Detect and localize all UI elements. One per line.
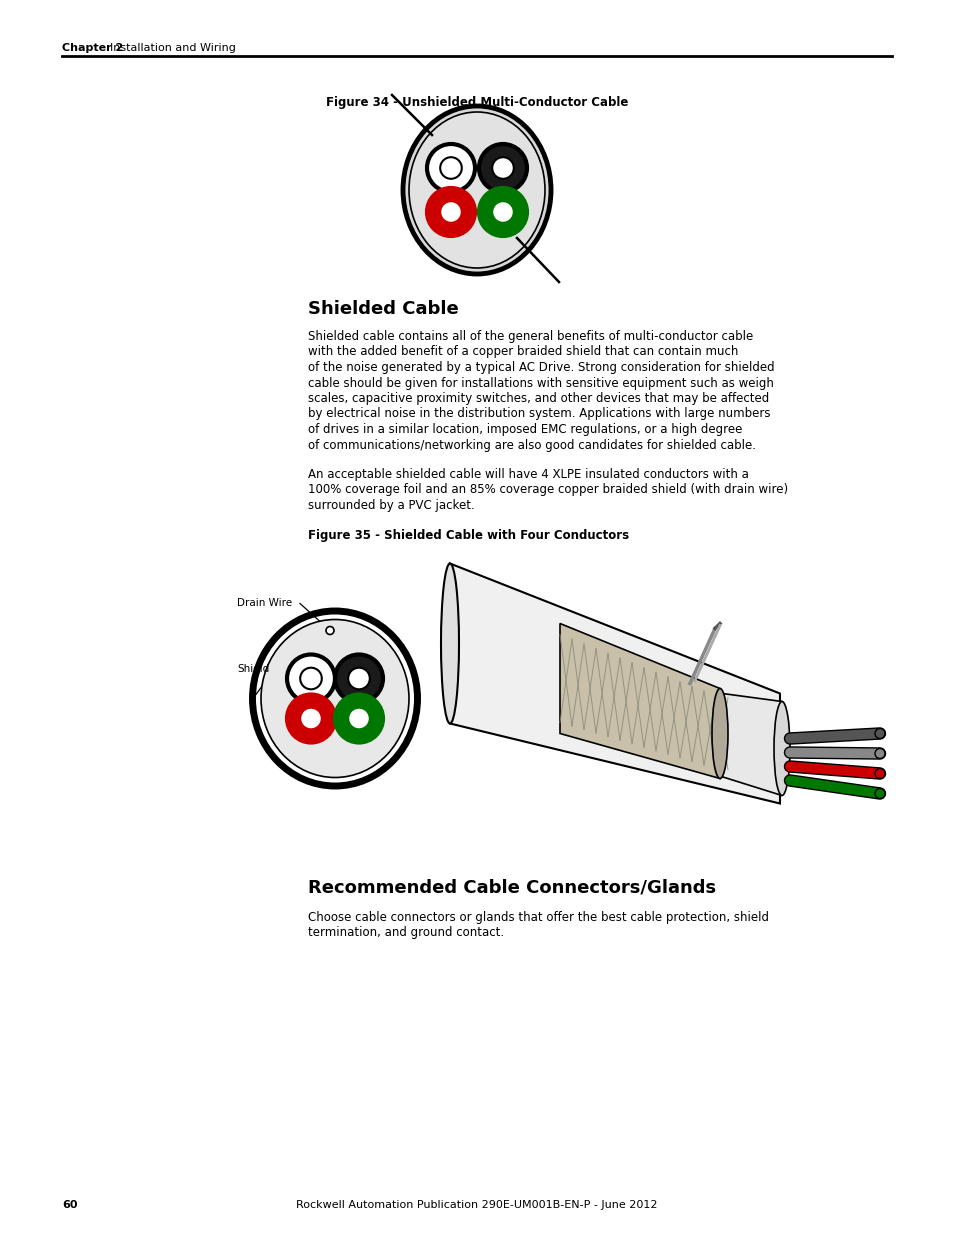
Ellipse shape (874, 768, 884, 778)
Text: An acceptable shielded cable will have 4 XLPE insulated conductors with a: An acceptable shielded cable will have 4… (308, 468, 748, 480)
Text: Rockwell Automation Publication 290E-UM001B-EN-P - June 2012: Rockwell Automation Publication 290E-UM0… (296, 1200, 657, 1210)
Ellipse shape (409, 112, 544, 268)
Text: of the noise generated by a typical AC Drive. Strong consideration for shielded: of the noise generated by a typical AC D… (308, 361, 774, 374)
Text: Recommended Cable Connectors/Glands: Recommended Cable Connectors/Glands (308, 878, 716, 897)
Text: with the added benefit of a copper braided shield that can contain much: with the added benefit of a copper braid… (308, 346, 738, 358)
Text: cable should be given for installations with sensitive equipment such as weigh: cable should be given for installations … (308, 377, 773, 389)
Ellipse shape (253, 611, 417, 785)
Ellipse shape (287, 655, 335, 703)
Text: Chapter 2: Chapter 2 (62, 43, 123, 53)
Ellipse shape (478, 144, 526, 191)
Polygon shape (714, 693, 781, 795)
Text: surrounded by a PVC jacket.: surrounded by a PVC jacket. (308, 499, 475, 513)
Ellipse shape (300, 708, 321, 730)
Ellipse shape (874, 729, 884, 739)
Text: of communications/networking are also good candidates for shielded cable.: of communications/networking are also go… (308, 438, 755, 452)
Text: Drain Wire: Drain Wire (236, 599, 292, 609)
Ellipse shape (287, 694, 335, 742)
Text: of drives in a similar location, imposed EMC regulations, or a high degree: of drives in a similar location, imposed… (308, 424, 741, 436)
Text: Figure 34 - Unshielded Multi-Conductor Cable: Figure 34 - Unshielded Multi-Conductor C… (326, 96, 627, 109)
Ellipse shape (874, 748, 884, 758)
Ellipse shape (439, 157, 461, 179)
Text: 100% coverage foil and an 85% coverage copper braided shield (with drain wire): 100% coverage foil and an 85% coverage c… (308, 483, 787, 496)
Ellipse shape (492, 201, 514, 222)
Text: Figure 35 - Shielded Cable with Four Conductors: Figure 35 - Shielded Cable with Four Con… (308, 529, 628, 541)
Text: Shield: Shield (236, 663, 269, 673)
Text: Choose cable connectors or glands that offer the best cable protection, shield: Choose cable connectors or glands that o… (308, 910, 768, 924)
Text: Shielded cable contains all of the general benefits of multi-conductor cable: Shielded cable contains all of the gener… (308, 330, 753, 343)
Ellipse shape (261, 620, 409, 778)
Ellipse shape (874, 788, 884, 799)
Text: scales, capacitive proximity switches, and other devices that may be affected: scales, capacitive proximity switches, a… (308, 391, 768, 405)
Ellipse shape (440, 563, 458, 724)
Text: by electrical noise in the distribution system. Applications with large numbers: by electrical noise in the distribution … (308, 408, 770, 420)
Text: Shielded Cable: Shielded Cable (308, 300, 458, 317)
Ellipse shape (402, 106, 551, 274)
Ellipse shape (773, 701, 789, 795)
Ellipse shape (478, 188, 526, 236)
Ellipse shape (492, 157, 514, 179)
Ellipse shape (326, 626, 334, 635)
Ellipse shape (300, 668, 321, 689)
Ellipse shape (427, 188, 475, 236)
Text: Installation and Wiring: Installation and Wiring (110, 43, 235, 53)
Ellipse shape (348, 708, 370, 730)
Polygon shape (450, 563, 780, 804)
Ellipse shape (427, 144, 475, 191)
Ellipse shape (711, 688, 727, 778)
Ellipse shape (335, 694, 382, 742)
Ellipse shape (335, 655, 382, 703)
Ellipse shape (439, 201, 461, 222)
Text: 60: 60 (62, 1200, 77, 1210)
Polygon shape (559, 624, 720, 778)
Text: termination, and ground contact.: termination, and ground contact. (308, 926, 503, 939)
Ellipse shape (348, 668, 370, 689)
